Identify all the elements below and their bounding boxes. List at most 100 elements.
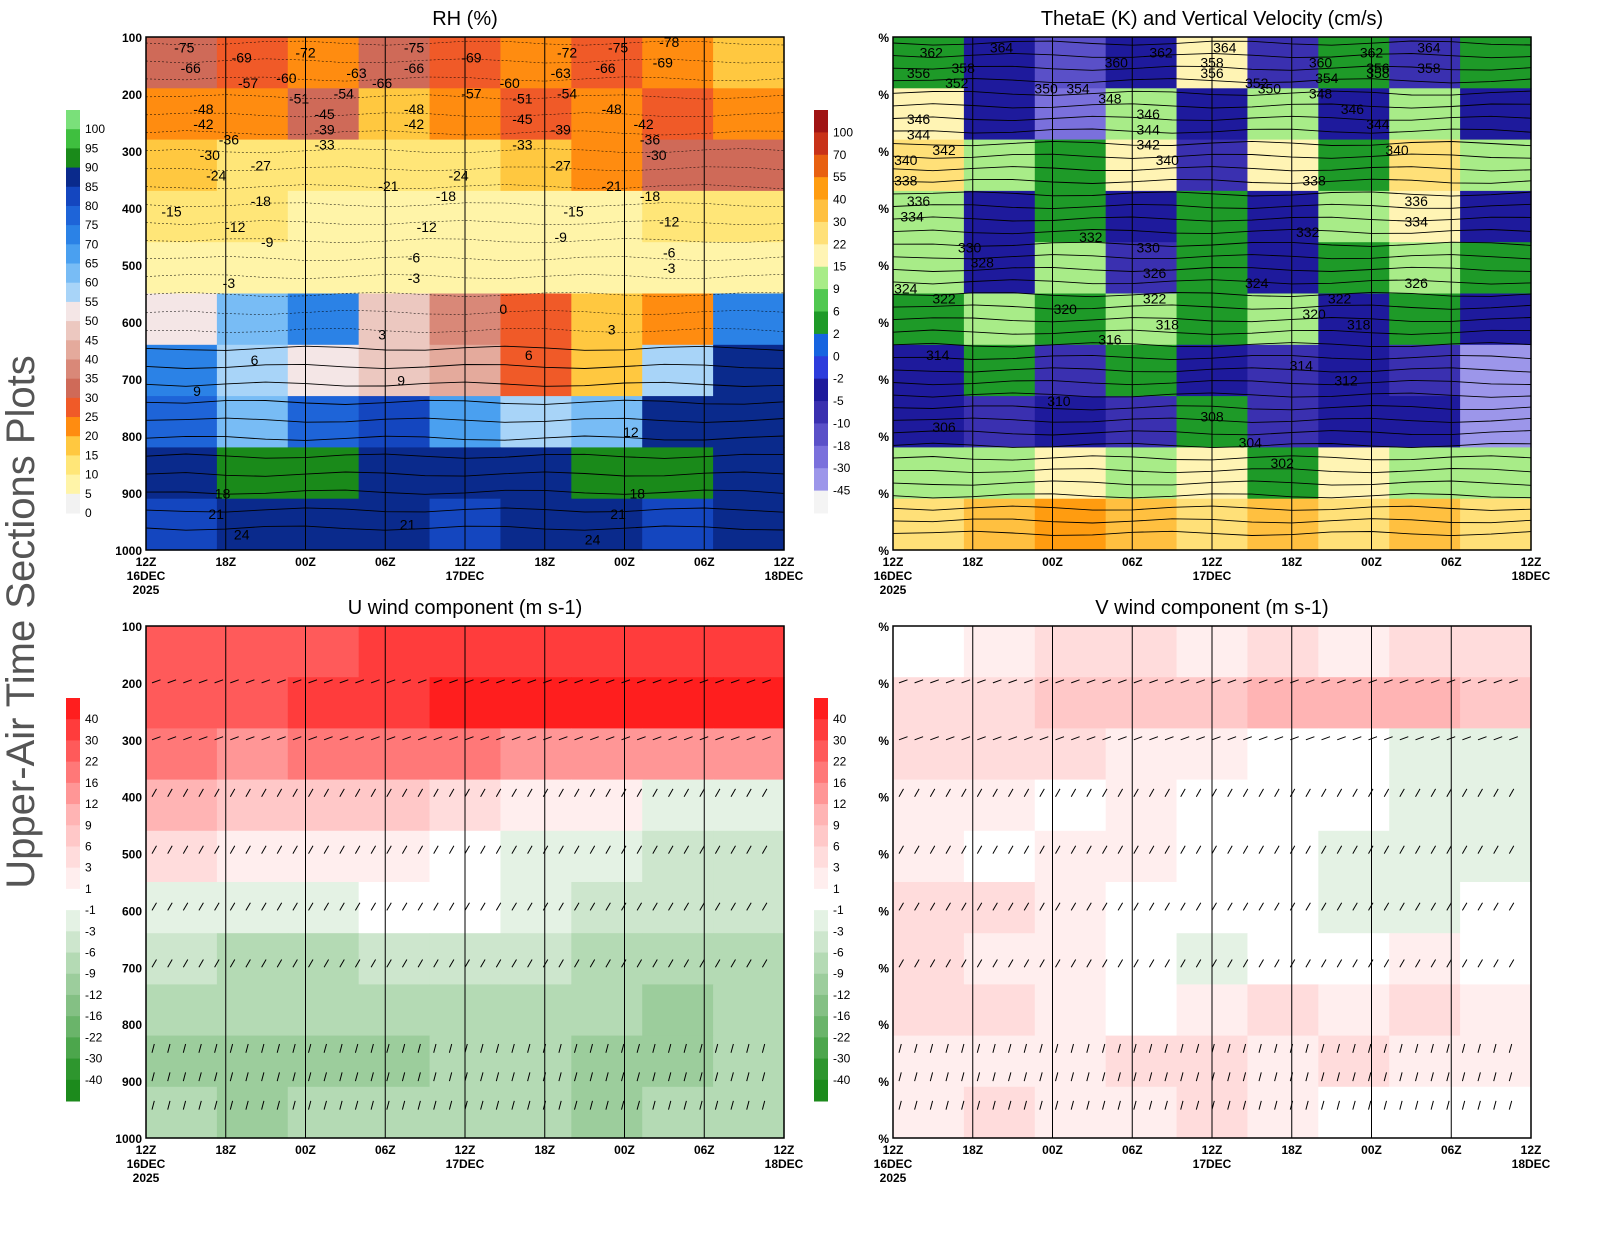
- u_wind-wind-barb: [354, 902, 361, 911]
- v_wind-wind-barb: [1305, 845, 1311, 854]
- thetae-contour-line: [892, 317, 1532, 323]
- v_wind-wind-barb: [1383, 1043, 1387, 1053]
- thetae-contour-line: [892, 153, 1532, 159]
- u_wind-heatmap-cell: [571, 779, 643, 832]
- v_wind-heatmap-cell: [1460, 882, 1532, 934]
- u_wind-wind-barb: [182, 902, 189, 911]
- v_wind-wind-barb: [1211, 902, 1217, 911]
- v_wind-wind-barb: [1274, 959, 1280, 968]
- u_wind-wind-barb: [574, 1100, 578, 1110]
- v_wind-wind-barb: [1164, 736, 1174, 741]
- u_wind-wind-barb: [636, 959, 643, 968]
- rh-contour-label: -24: [206, 168, 226, 184]
- v_wind-wind-barb: [1180, 845, 1186, 854]
- v_wind-heatmap-cell: [1318, 933, 1390, 985]
- rh-heatmap-cell: [642, 293, 714, 346]
- u_wind-wind-barb: [605, 679, 615, 684]
- v_wind-wind-barb: [1055, 959, 1061, 968]
- rh-colorbar-swatch: [66, 321, 80, 341]
- v_wind-wind-barb: [1008, 959, 1014, 968]
- u_wind-wind-barb: [214, 788, 220, 797]
- u_wind-wind-barb: [214, 845, 220, 854]
- u_wind-colorbar-label: 9: [85, 818, 92, 832]
- u_wind-colorbar-swatch: [66, 698, 80, 720]
- rh-heatmap-cell: [571, 37, 643, 89]
- rh-contour-line: [145, 202, 785, 208]
- u_wind-wind-barb: [402, 736, 412, 741]
- u_wind-wind-barb: [354, 1043, 359, 1053]
- thetae-heatmap-cell: [963, 190, 1036, 243]
- v_wind-wind-barb: [930, 736, 939, 741]
- thetae-heatmap-cell: [1318, 396, 1390, 448]
- u_wind-heatmap-cell: [571, 830, 643, 883]
- u_wind-wind-barb: [229, 1043, 234, 1053]
- u_wind-heatmap-cell: [216, 626, 289, 678]
- u_wind-heatmap-cell: [216, 882, 289, 934]
- u_wind-wind-barb: [714, 788, 721, 797]
- u_wind-wind-barb: [448, 788, 455, 797]
- u_wind-wind-barb: [746, 1100, 750, 1110]
- v_wind-wind-barb: [1337, 679, 1346, 684]
- v_wind-wind-barb: [1446, 736, 1456, 741]
- v_wind-wind-barb: [914, 1043, 918, 1053]
- u_wind-wind-barb: [558, 1043, 562, 1053]
- thetae-heatmap-cell: [1460, 88, 1532, 141]
- v_wind-wind-barb: [961, 679, 971, 684]
- v_wind-heatmap-cell: [1460, 1086, 1532, 1139]
- u_wind-wind-barb: [292, 736, 302, 741]
- u_wind-wind-barb: [761, 1043, 766, 1053]
- thetae-heatmap-cell: [1105, 293, 1178, 346]
- v_wind-wind-barb: [1149, 736, 1159, 741]
- v_wind-heatmap-cell: [1034, 830, 1107, 883]
- u_wind-wind-barb: [636, 845, 643, 854]
- v_wind-heatmap-cell: [1389, 830, 1461, 883]
- thetae-colorbar-label: -5: [833, 394, 844, 408]
- thetae-x-year-label: 2025: [880, 583, 907, 597]
- rh-heatmap-cell: [713, 190, 785, 243]
- thetae-contour-line: [892, 417, 1532, 423]
- rh-contour-label: -66: [595, 60, 615, 76]
- thetae-contour-line: [892, 518, 1532, 524]
- thetae-colorbar-label: -30: [833, 461, 851, 475]
- v_wind-wind-barb: [914, 959, 920, 968]
- thetae-contour-label: 332: [1079, 229, 1103, 245]
- u_wind-heatmap-cell: [216, 779, 289, 832]
- rh-contour-label: -63: [346, 65, 366, 81]
- v_wind-heatmap-cell: [1389, 882, 1461, 934]
- v_wind-heatmap-cell: [1105, 882, 1178, 934]
- v_wind-wind-barb: [1117, 1100, 1121, 1110]
- thetae-heatmap-cell: [893, 498, 965, 551]
- u_wind-wind-barb: [762, 736, 771, 741]
- u_wind-wind-barb: [261, 1100, 265, 1110]
- u_wind-heatmap-cell: [642, 779, 714, 832]
- u_wind-heatmap-cell: [571, 933, 643, 985]
- u_wind-wind-barb: [636, 788, 643, 797]
- v_wind-colorbar-label: -6: [833, 946, 844, 960]
- v_wind-wind-barb: [1274, 1043, 1278, 1053]
- v_wind-wind-barb: [1227, 902, 1233, 911]
- v_wind-wind-barb: [1023, 1100, 1027, 1110]
- thetae-heatmap-cell: [1318, 139, 1390, 192]
- u_wind-colorbar-label: 12: [85, 797, 99, 811]
- thetae-contour-line: [892, 480, 1532, 486]
- u_wind-wind-barb: [527, 788, 533, 797]
- rh-contour-line: [145, 471, 785, 477]
- v_wind-wind-barb: [1274, 736, 1284, 741]
- v_wind-colorbar-swatch: [814, 719, 828, 741]
- v_wind-wind-barb: [1289, 845, 1296, 854]
- thetae-contour-line: [892, 266, 1532, 272]
- u_wind-wind-barb: [621, 1100, 625, 1110]
- thetae-contour-label: 340: [1385, 142, 1409, 158]
- v_wind-wind-barb: [1055, 788, 1061, 797]
- u_wind-wind-barb: [636, 1072, 640, 1082]
- v_wind-wind-barb: [1368, 845, 1374, 854]
- rh-contour-label: -42: [404, 116, 424, 132]
- v_wind-wind-barb: [1008, 679, 1018, 684]
- v_wind-colorbar-swatch: [814, 761, 828, 784]
- v_wind-wind-barb: [1509, 679, 1518, 684]
- u_wind-colorbar-label: -16: [85, 1009, 103, 1023]
- v_wind-wind-barb: [1086, 788, 1092, 797]
- v_wind-wind-barb: [1023, 845, 1030, 854]
- v_wind-wind-barb: [1070, 845, 1077, 854]
- thetae-contour-line: [892, 430, 1532, 436]
